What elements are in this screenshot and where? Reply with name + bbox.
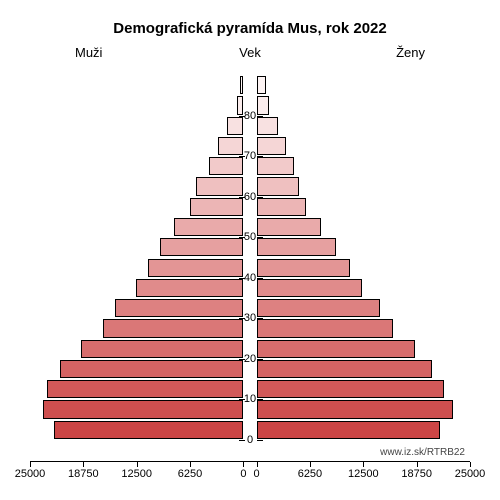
- x-tick-label: 12500: [121, 468, 152, 480]
- y-tick: [257, 197, 263, 198]
- bar-male: [81, 340, 243, 358]
- x-tick: [310, 462, 311, 467]
- x-tick-label: 18750: [401, 468, 432, 480]
- bar-male: [60, 360, 244, 378]
- bar-male: [103, 319, 243, 337]
- bar-female: [257, 400, 453, 418]
- y-tick: [239, 197, 245, 198]
- y-tick: [239, 237, 245, 238]
- x-tick: [470, 462, 471, 467]
- bar-female: [257, 380, 445, 398]
- x-tick: [137, 462, 138, 467]
- bar-female: [257, 238, 336, 256]
- bar-female: [257, 421, 441, 439]
- x-tick: [83, 462, 84, 467]
- bar-female: [257, 218, 321, 236]
- label-age: Vek: [239, 45, 261, 60]
- chart-title: Demografická pyramída Mus, rok 2022: [0, 0, 500, 37]
- bar-male: [136, 279, 244, 297]
- bar-female: [257, 177, 300, 195]
- y-tick: [239, 116, 245, 117]
- y-tick: [257, 237, 263, 238]
- bar-female: [257, 198, 307, 216]
- bar-male: [47, 380, 243, 398]
- y-tick: [239, 278, 245, 279]
- chart-area: Muži Vek Ženy 01020304050607080: [30, 55, 470, 440]
- y-tick: [239, 399, 245, 400]
- x-tick: [257, 462, 258, 467]
- label-female: Ženy: [396, 45, 425, 60]
- label-male: Muži: [75, 45, 102, 60]
- age-row: [30, 75, 470, 95]
- bar-female: [257, 340, 415, 358]
- x-tick-label: 12500: [348, 468, 379, 480]
- bar-female: [257, 259, 351, 277]
- bar-female: [257, 360, 432, 378]
- bars-container: 01020304050607080: [30, 75, 470, 440]
- bar-female: [257, 157, 295, 175]
- y-tick: [257, 440, 263, 441]
- x-tick-label: 6250: [178, 468, 202, 480]
- bar-female: [257, 279, 362, 297]
- bar-male: [174, 218, 243, 236]
- y-tick: [257, 278, 263, 279]
- x-tick: [243, 462, 244, 467]
- y-tick: [239, 440, 245, 441]
- bar-male: [240, 76, 243, 94]
- bar-male: [160, 238, 244, 256]
- attribution: www.iz.sk/RTRB22: [380, 447, 465, 458]
- x-tick: [417, 462, 418, 467]
- bar-male: [196, 177, 244, 195]
- bar-male: [43, 400, 244, 418]
- y-tick: [239, 318, 245, 319]
- x-tick-label: 18750: [68, 468, 99, 480]
- y-tick: [257, 156, 263, 157]
- x-tick-label: 25000: [455, 468, 486, 480]
- bar-female: [257, 319, 394, 337]
- y-tick: [257, 116, 263, 117]
- bar-female: [257, 299, 380, 317]
- bar-male: [115, 299, 243, 317]
- y-tick: [257, 399, 263, 400]
- x-tick: [363, 462, 364, 467]
- x-ticks: [30, 462, 470, 467]
- bar-female: [257, 76, 266, 94]
- x-tick-label: 0: [240, 468, 246, 480]
- bar-male: [190, 198, 243, 216]
- y-tick: [257, 359, 263, 360]
- x-labels: 2500018750125006250025000187501250062500: [30, 468, 470, 483]
- y-tick: [239, 359, 245, 360]
- x-tick-label: 25000: [15, 468, 46, 480]
- x-tick-label: 0: [254, 468, 260, 480]
- x-tick: [30, 462, 31, 467]
- bar-male: [54, 421, 243, 439]
- y-tick: [239, 156, 245, 157]
- y-tick: [257, 318, 263, 319]
- bar-male: [148, 259, 244, 277]
- x-tick-label: 6250: [298, 468, 322, 480]
- x-tick: [190, 462, 191, 467]
